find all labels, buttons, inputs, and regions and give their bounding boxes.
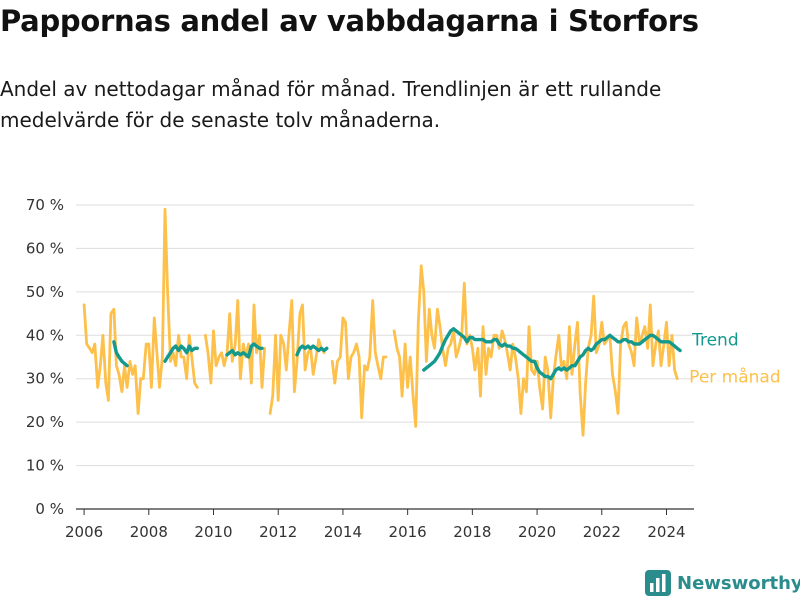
brand-logo: Newsworthy bbox=[645, 568, 800, 598]
x-tick-label: 2008 bbox=[130, 523, 168, 541]
y-tick-label: 10 % bbox=[26, 457, 64, 475]
y-axis-ticks: 0 % 10 % 20 % 30 % 40 % 50 % 60 % 70 % bbox=[26, 196, 64, 518]
series-line-per-manad bbox=[330, 299, 388, 420]
series-line-per-manad bbox=[82, 207, 199, 415]
series-line-per-manad bbox=[392, 264, 679, 437]
x-tick-label: 2012 bbox=[259, 523, 297, 541]
y-tick-label: 60 % bbox=[26, 239, 64, 257]
series-line-trend bbox=[225, 342, 264, 359]
y-tick-label: 20 % bbox=[26, 413, 64, 431]
y-tick-label: 30 % bbox=[26, 370, 64, 388]
chart-subtitle: Andel av nettodagar månad för månad. Tre… bbox=[0, 77, 662, 132]
series-label-trend: Trend bbox=[691, 330, 739, 350]
series-line-trend bbox=[112, 340, 129, 368]
chart-title: Pappornas andel av vabbdagarna i Storfor… bbox=[0, 4, 699, 38]
brand-name: Newsworthy bbox=[677, 572, 800, 594]
series-label-per-manad: Per månad bbox=[689, 367, 780, 388]
x-tick-label: 2010 bbox=[194, 523, 232, 541]
series-lines bbox=[82, 207, 682, 437]
y-tick-label: 70 % bbox=[26, 196, 64, 214]
x-tick-label: 2020 bbox=[518, 523, 556, 541]
x-axis-ticks: 2006 2008 2010 2012 2014 2016 2018 2020 2022 2024 bbox=[65, 509, 686, 541]
series-line-trend bbox=[163, 344, 199, 363]
y-tick-label: 0 % bbox=[35, 500, 64, 518]
bar-chart-logo-icon bbox=[645, 570, 671, 596]
x-tick-label: 2016 bbox=[389, 523, 427, 541]
x-tick-label: 2024 bbox=[647, 523, 685, 541]
series-line-trend bbox=[422, 327, 682, 381]
series-line-per-manad bbox=[204, 299, 266, 389]
x-tick-label: 2018 bbox=[453, 523, 491, 541]
x-tick-label: 2022 bbox=[583, 523, 621, 541]
y-tick-label: 50 % bbox=[26, 283, 64, 301]
series-line-trend bbox=[295, 344, 329, 357]
series-line-per-manad bbox=[268, 299, 326, 415]
y-tick-label: 40 % bbox=[26, 326, 64, 344]
x-tick-label: 2006 bbox=[65, 523, 103, 541]
x-tick-label: 2014 bbox=[324, 523, 362, 541]
